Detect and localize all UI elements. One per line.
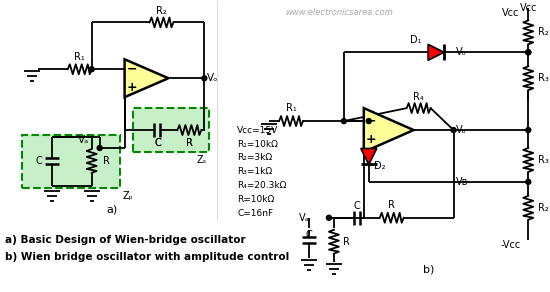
Circle shape — [97, 145, 102, 150]
Circle shape — [327, 215, 332, 220]
Text: R₄=20.3kΩ: R₄=20.3kΩ — [237, 181, 287, 190]
Text: R₃: R₃ — [538, 155, 549, 165]
Bar — [22, 135, 119, 188]
Circle shape — [526, 179, 531, 184]
Text: R: R — [343, 237, 350, 247]
Text: R: R — [186, 138, 193, 148]
Circle shape — [89, 67, 94, 72]
Circle shape — [366, 119, 371, 124]
Text: D₂: D₂ — [374, 161, 385, 171]
Polygon shape — [125, 59, 168, 97]
Text: R₂: R₂ — [538, 203, 549, 213]
Text: a) Basic Design of Wien-bridge oscillator: a) Basic Design of Wien-bridge oscillato… — [5, 235, 246, 245]
Text: Vᴄᴄ=15V: Vᴄᴄ=15V — [237, 126, 278, 135]
Text: R₃=1kΩ: R₃=1kΩ — [237, 167, 272, 176]
Text: R₁: R₁ — [74, 52, 85, 62]
Text: Vₒ: Vₒ — [455, 125, 466, 135]
Text: C=16nF: C=16nF — [237, 209, 273, 218]
Text: C: C — [154, 138, 161, 148]
Text: www.electronicsarea.com: www.electronicsarea.com — [285, 8, 393, 17]
Text: Zₚ: Zₚ — [123, 191, 133, 201]
Circle shape — [451, 128, 456, 133]
Polygon shape — [428, 44, 444, 60]
Text: R₁=10kΩ: R₁=10kΩ — [237, 140, 278, 149]
Text: -Vᴄᴄ: -Vᴄᴄ — [500, 240, 520, 250]
Polygon shape — [361, 149, 377, 164]
Text: R₂: R₂ — [156, 6, 167, 16]
Text: a): a) — [106, 205, 117, 215]
Circle shape — [342, 119, 346, 124]
Text: +: + — [365, 133, 376, 145]
Text: Vᴄᴄ: Vᴄᴄ — [520, 4, 537, 13]
Text: b): b) — [423, 265, 434, 274]
Circle shape — [202, 76, 207, 81]
Text: b) Wien bridge oscillator with amplitude control: b) Wien bridge oscillator with amplitude… — [5, 252, 289, 262]
Text: Vₐ: Vₐ — [78, 135, 89, 145]
Circle shape — [526, 50, 531, 55]
Text: C: C — [36, 156, 42, 166]
Circle shape — [526, 50, 531, 55]
Text: C: C — [354, 201, 360, 211]
Text: Vₒ: Vₒ — [207, 73, 219, 83]
Text: C: C — [154, 138, 161, 148]
Polygon shape — [364, 108, 414, 152]
Text: Zₛ: Zₛ — [197, 155, 207, 165]
Text: R₁: R₁ — [285, 103, 296, 113]
Text: R₂: R₂ — [538, 27, 549, 37]
Text: Vʙ: Vʙ — [455, 177, 468, 187]
Text: R: R — [103, 156, 109, 166]
Text: Vₐ: Vₐ — [299, 213, 309, 223]
Text: R₂=3kΩ: R₂=3kΩ — [237, 154, 272, 162]
Text: R₄: R₄ — [413, 92, 424, 102]
Text: D₁: D₁ — [410, 35, 422, 45]
Text: +: + — [126, 81, 137, 94]
Text: −: − — [366, 114, 376, 128]
Circle shape — [526, 128, 531, 133]
Text: C: C — [306, 230, 312, 240]
Text: R₃: R₃ — [538, 73, 549, 83]
Text: R: R — [388, 200, 395, 210]
Text: V₀: V₀ — [455, 47, 466, 57]
Text: R=10kΩ: R=10kΩ — [237, 195, 274, 204]
Text: R: R — [186, 138, 193, 148]
Text: −: − — [126, 63, 137, 76]
Text: Vᴄᴄ: Vᴄᴄ — [502, 8, 519, 18]
Bar — [133, 108, 210, 152]
